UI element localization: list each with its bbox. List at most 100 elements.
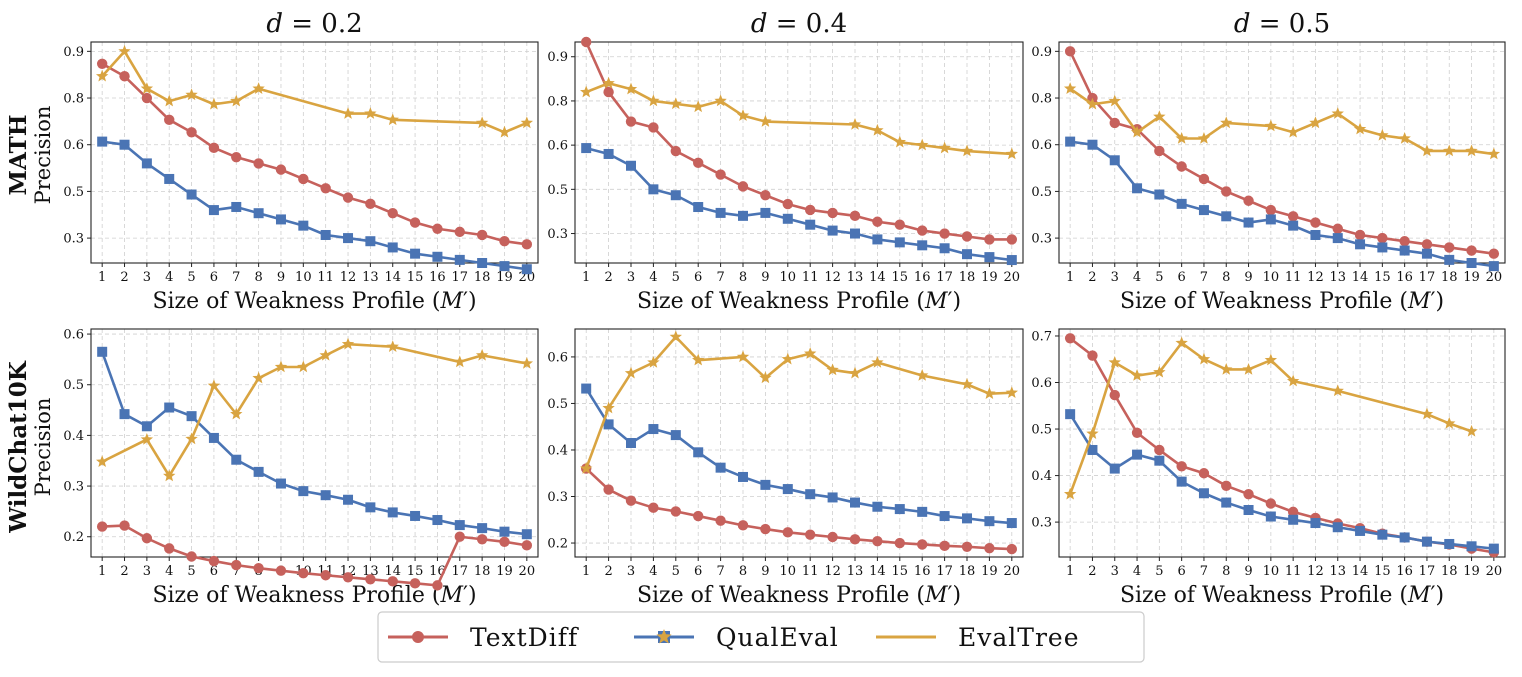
data-point-qualeval: [1377, 529, 1388, 540]
data-point-qualeval: [872, 501, 883, 512]
x-tick-label: 17: [452, 564, 469, 579]
x-tick-label: 15: [407, 564, 424, 579]
data-point-qualeval: [1355, 525, 1366, 536]
data-point-evaltree: [602, 76, 615, 89]
x-tick-label: 1: [1066, 564, 1074, 579]
data-point-textdiff: [1176, 461, 1187, 472]
data-point-qualeval: [186, 189, 197, 200]
data-point-qualeval: [477, 523, 488, 534]
data-point-qualeval: [1310, 229, 1321, 240]
x-tick-label: 4: [165, 564, 173, 579]
x-tick-label: 1: [582, 564, 590, 579]
data-point-textdiff: [782, 527, 793, 538]
data-point-textdiff: [476, 534, 488, 545]
legend: TextDiff QualEval EvalTree: [377, 611, 1145, 663]
data-point-evaltree: [848, 118, 862, 130]
data-point-evaltree: [520, 356, 534, 369]
data-point-qualeval: [365, 236, 376, 247]
series-textdiff: [96, 58, 533, 250]
data-point-textdiff: [737, 181, 749, 192]
plot-frame: [574, 328, 1024, 558]
data-point-textdiff: [186, 551, 197, 562]
data-point-evaltree: [252, 82, 265, 94]
data-point-qualeval: [670, 430, 681, 441]
legend-marker-textdiff: [412, 631, 424, 643]
data-point-qualeval: [298, 220, 309, 231]
data-point-qualeval: [894, 237, 905, 248]
data-point-qualeval: [208, 205, 219, 216]
data-point-textdiff: [119, 520, 130, 531]
data-point-evaltree: [647, 94, 660, 107]
y-tick-label: 0.3: [1031, 516, 1052, 531]
data-point-evaltree: [1443, 144, 1456, 157]
x-tick-label: 6: [1178, 564, 1186, 579]
data-point-evaltree: [475, 116, 489, 129]
data-point-textdiff: [320, 183, 331, 194]
series-qualeval: [97, 346, 532, 540]
data-point-textdiff: [1198, 468, 1210, 479]
data-point-textdiff: [760, 523, 771, 535]
data-point-textdiff: [454, 226, 465, 238]
x-tick-label: 18: [959, 270, 976, 285]
series-evaltree: [95, 337, 534, 482]
x-tick-label: 19: [981, 564, 998, 579]
x-tick-label: 17: [452, 270, 469, 285]
y-axis-label-row1: Precision: [31, 106, 55, 205]
y-tick-label: 0.2: [63, 530, 84, 545]
data-point-textdiff: [164, 543, 175, 554]
x-tick-label: 6: [1178, 270, 1186, 285]
data-point-textdiff: [342, 572, 354, 583]
y-tick-label: 0.5: [1031, 423, 1052, 438]
data-point-textdiff: [1064, 333, 1076, 344]
series-evaltree: [95, 44, 534, 138]
row-title-wildchat: WildChat10K: [5, 360, 32, 534]
x-tick-label: 6: [210, 270, 218, 285]
data-point-textdiff: [208, 555, 220, 567]
x-tick-label: 1: [98, 564, 106, 579]
data-point-qualeval: [1399, 245, 1410, 256]
data-point-evaltree: [1130, 369, 1144, 381]
x-axis-label: Size of Weakness Profile (M′): [152, 289, 476, 314]
series-qualeval: [97, 136, 532, 275]
data-point-textdiff: [581, 36, 592, 48]
series-textdiff: [96, 520, 533, 591]
data-point-evaltree: [1130, 125, 1144, 138]
y-tick-label: 0.5: [1031, 185, 1052, 200]
x-tick-label: 14: [384, 270, 401, 285]
data-point-evaltree: [1331, 384, 1344, 397]
data-point-textdiff: [387, 576, 398, 587]
series-qualeval: [1065, 136, 1499, 272]
data-point-textdiff: [1006, 234, 1017, 245]
data-point-qualeval: [805, 489, 816, 500]
y-tick-label: 0.7: [1031, 329, 1052, 344]
data-point-textdiff: [476, 229, 488, 241]
x-tick-label: 2: [604, 270, 612, 285]
x-tick-label: 2: [1088, 564, 1096, 579]
data-point-qualeval: [805, 219, 816, 230]
data-point-qualeval: [984, 252, 995, 263]
x-tick-label: 13: [1329, 270, 1346, 285]
data-point-qualeval: [939, 511, 950, 522]
x-tick-label: 17: [1419, 564, 1436, 579]
data-point-evaltree: [871, 123, 884, 136]
data-point-textdiff: [1488, 248, 1500, 259]
data-point-qualeval: [782, 213, 793, 224]
x-tick-label: 1: [98, 270, 106, 285]
data-point-qualeval: [1444, 538, 1455, 549]
data-point-qualeval: [827, 225, 838, 236]
data-point-evaltree: [386, 113, 399, 126]
x-tick-label: 5: [187, 564, 195, 579]
legend-label-textdiff: TextDiff: [470, 623, 579, 652]
series-line-qualeval: [585, 146, 1012, 262]
data-point-textdiff: [984, 542, 995, 554]
data-point-evaltree: [669, 97, 682, 110]
data-point-evaltree: [692, 353, 705, 366]
data-point-textdiff: [342, 192, 354, 203]
data-point-textdiff: [454, 531, 465, 542]
data-point-textdiff: [521, 540, 533, 551]
data-point-qualeval: [1221, 497, 1232, 508]
data-point-textdiff: [603, 86, 614, 98]
data-point-evaltree: [960, 144, 974, 157]
chart-panels: 1 2 3 4 5 6 7 8 9 10 11 12 13 14 15 16 17 18 19 200.30.50.6…: [63, 9, 1506, 608]
x-axis-label: Size of Weakness Profile (M′): [637, 583, 961, 608]
